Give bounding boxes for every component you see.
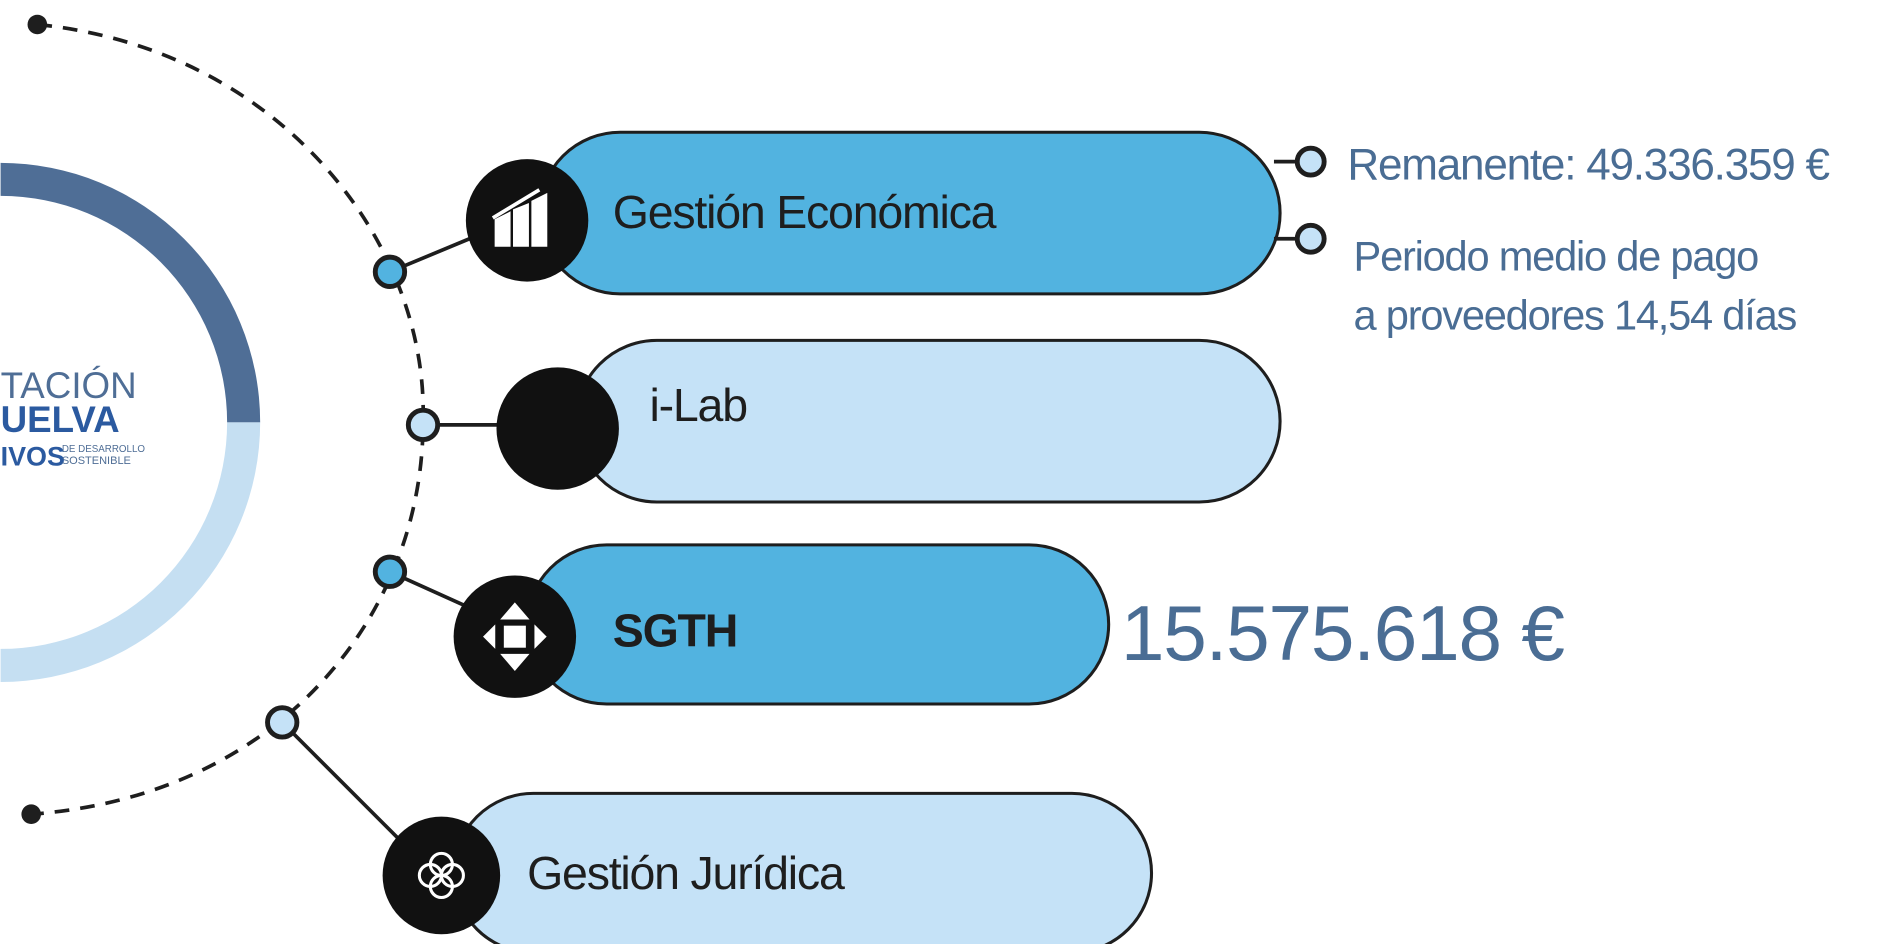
logo-text: DE DESARROLLO: [62, 444, 146, 455]
bullet-node: [1294, 222, 1327, 255]
logo-text: SOSTENIBLE: [62, 455, 131, 467]
logo-text: IVOS: [1, 441, 65, 471]
arc-end: [27, 14, 48, 35]
icon: [417, 851, 465, 900]
donut-top: [0, 162, 261, 423]
icon: [491, 188, 548, 247]
dashed-arc: [31, 22, 425, 817]
arc-node: [372, 554, 408, 589]
annotation: Periodo medio de pago: [1354, 233, 1759, 280]
item-label: i-Lab: [650, 379, 747, 431]
connector: [280, 721, 406, 847]
arc-node: [372, 254, 408, 289]
item-label: Gestión Económica: [613, 186, 997, 238]
icon: [483, 602, 547, 671]
donut-bottom: [0, 422, 261, 682]
annotation: 15.575.618 €: [1121, 589, 1564, 677]
logo-text: UELVA: [1, 399, 120, 440]
arc-end: [21, 804, 42, 825]
icon: [503, 625, 526, 648]
annotation: a proveedores 14,54 días: [1354, 291, 1797, 338]
icon-circle: [496, 367, 619, 490]
logo-text: TACIÓN: [1, 365, 137, 406]
item-label: SGTH: [613, 605, 737, 657]
arc-node: [405, 407, 441, 443]
bullet-node: [1294, 145, 1327, 178]
annotation: Remanente: 49.336.359 €: [1347, 140, 1829, 189]
arc-node: [265, 705, 300, 740]
item-label: Gestión Jurídica: [527, 847, 845, 899]
